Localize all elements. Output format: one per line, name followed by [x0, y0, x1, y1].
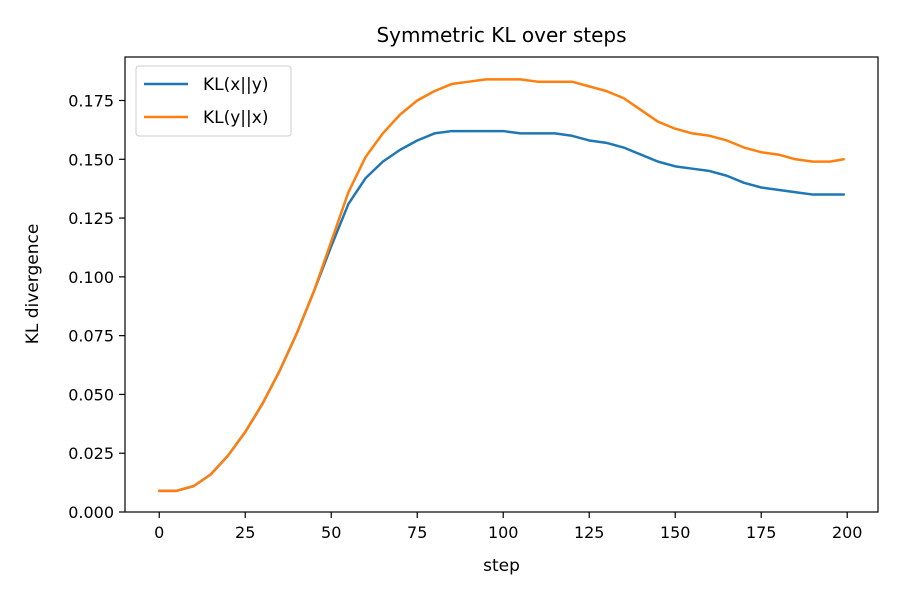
y-tick-label: 0.175	[68, 92, 114, 111]
x-tick-label: 25	[235, 523, 255, 542]
y-tick-label: 0.050	[68, 385, 114, 404]
x-tick-label: 175	[746, 523, 777, 542]
x-axis-ticks: 0 25 50 75 100 125 150 175 200	[154, 512, 862, 542]
y-tick-label: 0.025	[68, 444, 114, 463]
x-tick-label: 0	[154, 523, 164, 542]
legend: KL(x||y) KL(y||x)	[135, 65, 292, 137]
x-tick-label: 150	[660, 523, 691, 542]
y-tick-label: 0.000	[68, 503, 114, 522]
x-tick-label: 200	[832, 523, 863, 542]
x-tick-label: 50	[321, 523, 341, 542]
chart-title: Symmetric KL over steps	[376, 23, 626, 47]
x-axis-title: step	[483, 556, 520, 576]
y-tick-label: 0.150	[68, 150, 114, 169]
plot-area-frame	[124, 56, 879, 513]
series-line-1	[157, 129, 846, 493]
series-lines	[157, 78, 846, 493]
x-tick-label: 75	[407, 523, 427, 542]
y-tick-label: 0.100	[68, 268, 114, 287]
series-line-2	[157, 78, 846, 493]
legend-label-series-1: KL(x||y)	[203, 75, 268, 95]
y-tick-label: 0.075	[68, 327, 114, 346]
x-tick-label: 125	[574, 523, 605, 542]
y-axis-ticks: 0.000 0.025 0.050 0.075 0.100 0.125 0.150 0.175	[68, 92, 125, 522]
y-axis-title: KL divergence	[23, 224, 43, 345]
y-tick-label: 0.125	[68, 209, 114, 228]
legend-label-series-2: KL(y||x)	[203, 108, 268, 128]
x-tick-label: 100	[488, 523, 519, 542]
